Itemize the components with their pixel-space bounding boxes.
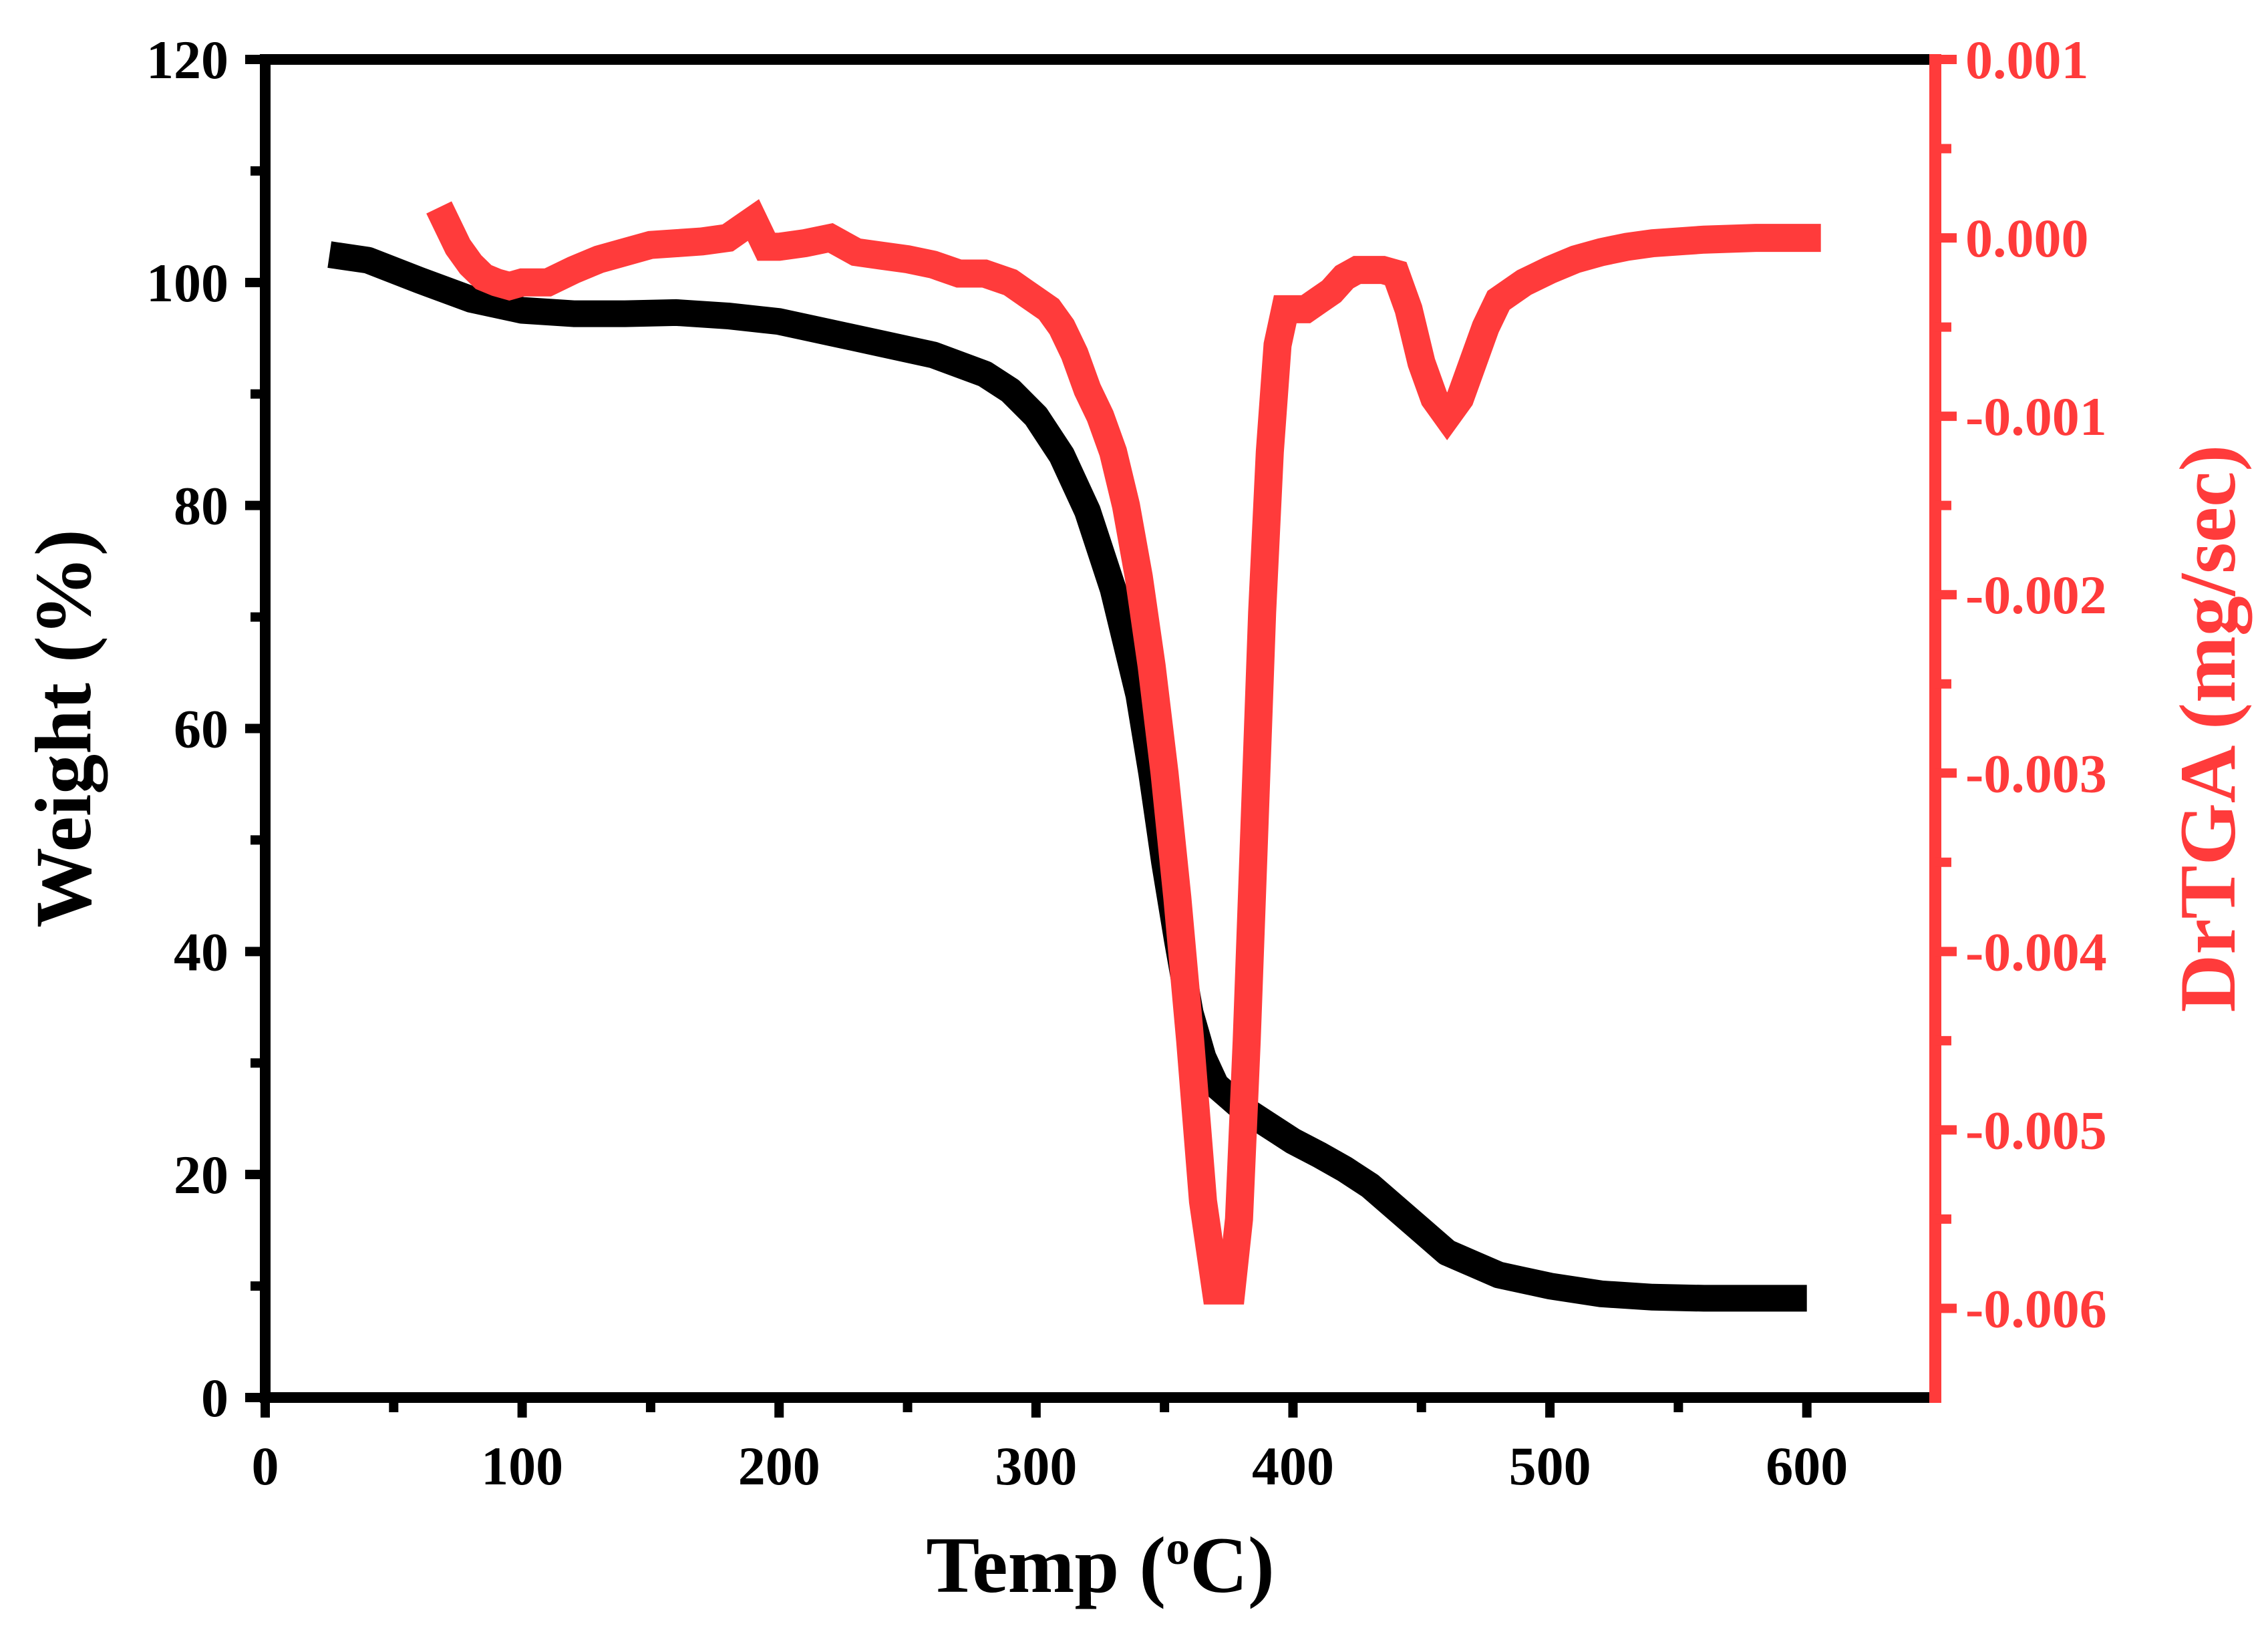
series-drtga-line bbox=[426, 199, 1821, 1305]
x-tick-label: 300 bbox=[995, 1436, 1077, 1496]
y2-tick-label: -0.004 bbox=[1965, 921, 2107, 982]
plot-frame bbox=[260, 54, 1941, 1403]
y-tick-label: 80 bbox=[174, 476, 228, 536]
x-axis-title-main: Temp ( bbox=[926, 1520, 1166, 1609]
y2-axis-title: DrTGA (mg/sec) bbox=[2163, 445, 2253, 1013]
y2-tick-label: -0.006 bbox=[1965, 1278, 2107, 1339]
temp-axis: 0 100 200 300 400 500 600 bbox=[252, 1398, 1848, 1496]
series-weight-line bbox=[327, 241, 1807, 1312]
y-tick-label: 60 bbox=[174, 699, 228, 760]
y-tick-label: 100 bbox=[146, 253, 228, 313]
y-tick-label: 120 bbox=[146, 29, 228, 90]
drtga-axis: 0.001 0.000 -0.001 -0.002 -0.003 -0.004 -0.005… bbox=[1929, 29, 2107, 1403]
y2-tick-label: -0.002 bbox=[1965, 564, 2107, 625]
x-tick-label: 500 bbox=[1509, 1436, 1591, 1496]
y2-tick-label: 0.001 bbox=[1965, 29, 2089, 90]
x-tick-label: 100 bbox=[481, 1436, 563, 1496]
x-axis-title-superscript: o bbox=[1166, 1521, 1190, 1575]
y-tick-label: 0 bbox=[201, 1367, 228, 1428]
x-tick-label: 200 bbox=[738, 1436, 820, 1496]
y2-tick-label: -0.003 bbox=[1965, 743, 2107, 804]
x-axis-title: Temp (oC) bbox=[926, 1520, 1275, 1609]
x-tick-label: 400 bbox=[1252, 1436, 1334, 1496]
weight-axis: 0 20 40 60 80 100 120 bbox=[146, 29, 265, 1428]
x-axis-title-unit: C) bbox=[1190, 1520, 1275, 1609]
y2-tick-label: 0.000 bbox=[1965, 208, 2089, 269]
y2-tick-label: -0.001 bbox=[1965, 386, 2107, 447]
y-axis-title: Weight (%) bbox=[19, 529, 108, 928]
x-tick-label: 600 bbox=[1766, 1436, 1848, 1496]
y2-tick-label: -0.005 bbox=[1965, 1100, 2107, 1160]
y-tick-label: 20 bbox=[174, 1144, 228, 1205]
x-tick-label: 0 bbox=[252, 1436, 279, 1496]
plot-area bbox=[327, 199, 1821, 1312]
y-tick-label: 40 bbox=[174, 921, 228, 982]
